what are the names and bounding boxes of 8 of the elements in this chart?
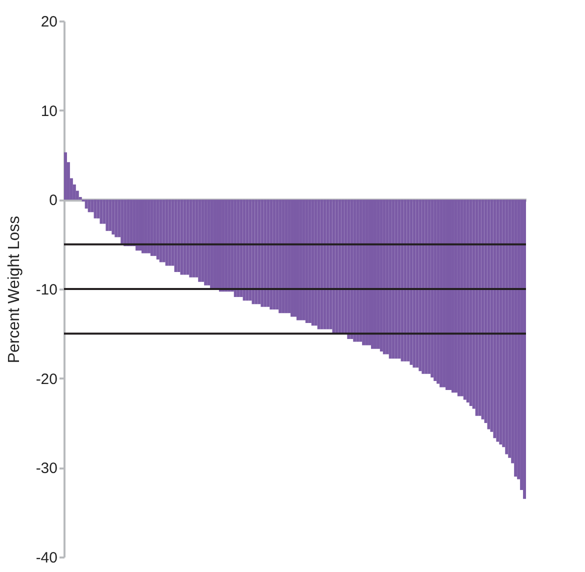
y-tick-label: -30 — [36, 460, 58, 478]
y-tick-label: -40 — [36, 550, 58, 566]
y-tick-label: 10 — [40, 102, 58, 120]
y-tick-label: 20 — [40, 14, 58, 30]
y-tick-label: -10 — [36, 282, 58, 298]
y-axis-title: Percent Weight Loss — [6, 216, 23, 364]
y-tick-label: -20 — [36, 370, 58, 388]
y-tick-label: 0 — [49, 192, 58, 210]
